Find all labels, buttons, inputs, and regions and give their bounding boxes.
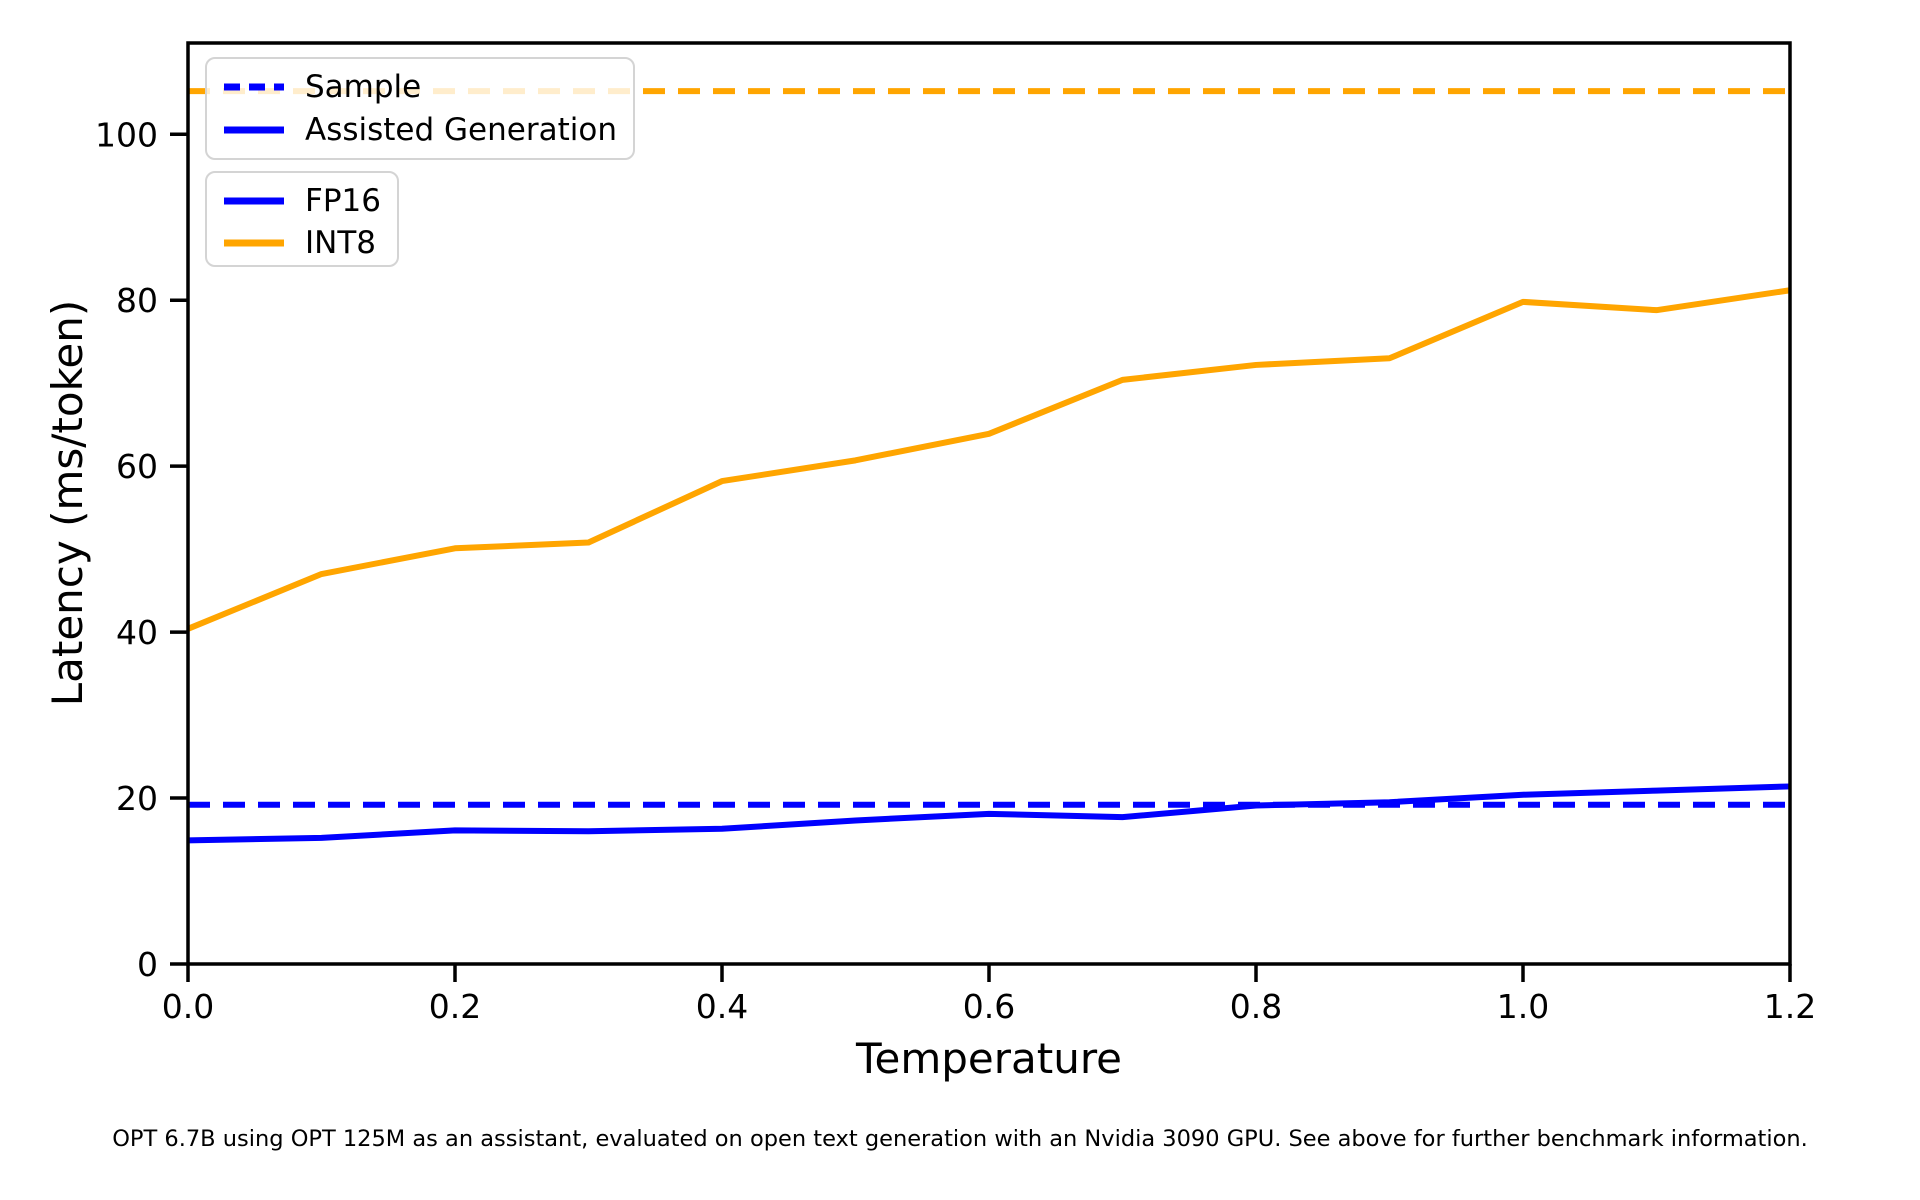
caption: OPT 6.7B using OPT 125M as an assistant,… — [112, 1126, 1808, 1152]
plot-frame — [186, 41, 1792, 966]
x-tick-label: 1.2 — [1764, 987, 1816, 1026]
series-line-fp16-assisted-generation — [187, 783, 1791, 844]
y-tick-label: 40 — [116, 613, 158, 652]
series-layer — [186, 88, 1791, 844]
solid-line-sample-icon — [224, 197, 284, 205]
legend-item-int8: INT8 — [223, 222, 381, 264]
x-tick-label: 0.8 — [1230, 987, 1282, 1026]
legend-label: Sample — [305, 69, 422, 106]
solid-line-sample-icon — [224, 126, 284, 134]
solid-line-sample-icon — [224, 239, 284, 247]
legend-item-sample: Sample — [223, 66, 617, 108]
legend-item-assisted-generation: Assisted Generation — [223, 109, 617, 151]
x-tick-label: 0.0 — [162, 987, 214, 1026]
ticks-layer: 0.0 0.2 0.4 0.6 0.8 1.0 1.2 0 20 40 60 80 100 — [95, 115, 1816, 1026]
x-tick-label: 0.6 — [963, 987, 1015, 1026]
dashed-line-sample-icon — [224, 83, 284, 91]
legend-label: Assisted Generation — [305, 111, 617, 148]
y-axis-label: Latency (ms/token) — [43, 300, 92, 707]
legend-label: INT8 — [305, 225, 376, 261]
legend-precision: FP16 INT8 — [205, 171, 399, 267]
legend-label: FP16 — [305, 183, 381, 219]
x-axis-label: Temperature — [855, 1034, 1122, 1083]
legend-line-style: Sample Assisted Generation — [205, 57, 635, 160]
legend-item-fp16: FP16 — [223, 180, 381, 222]
y-tick-label: 100 — [95, 115, 158, 154]
x-tick-label: 0.2 — [429, 987, 481, 1026]
series-line-int8-assisted-generation — [186, 287, 1791, 632]
x-tick-label: 0.4 — [696, 987, 748, 1026]
x-tick-label: 1.0 — [1497, 987, 1549, 1026]
y-tick-label: 0 — [137, 945, 158, 984]
y-tick-label: 20 — [116, 779, 158, 818]
y-tick-label: 60 — [116, 447, 158, 486]
y-tick-label: 80 — [116, 281, 158, 320]
